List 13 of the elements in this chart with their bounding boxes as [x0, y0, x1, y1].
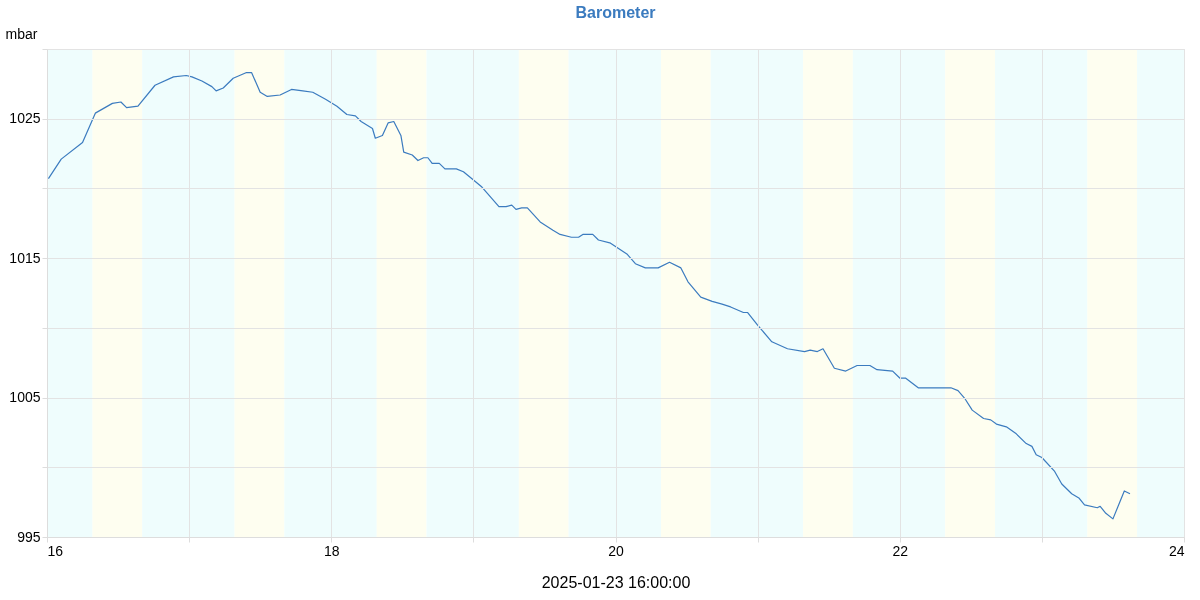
line-series [47, 72, 1131, 520]
x-tick-label: 18 [323, 542, 340, 559]
y-axis-title: mbar [5, 25, 38, 42]
x-tick-label: 22 [892, 542, 909, 559]
y-tick-label: 1005 [9, 389, 41, 406]
x-axis-title: 2025-01-23 16:00:00 [541, 573, 691, 591]
y-tick-label: 995 [17, 528, 41, 545]
x-tick-label: 16 [47, 542, 64, 559]
y-tick-label: 1025 [9, 110, 41, 127]
y-tick-label: 1015 [9, 249, 41, 266]
x-tick-label: 24 [1168, 542, 1185, 559]
chart-title: Barometer [575, 4, 656, 21]
x-tick-label: 20 [608, 542, 624, 559]
